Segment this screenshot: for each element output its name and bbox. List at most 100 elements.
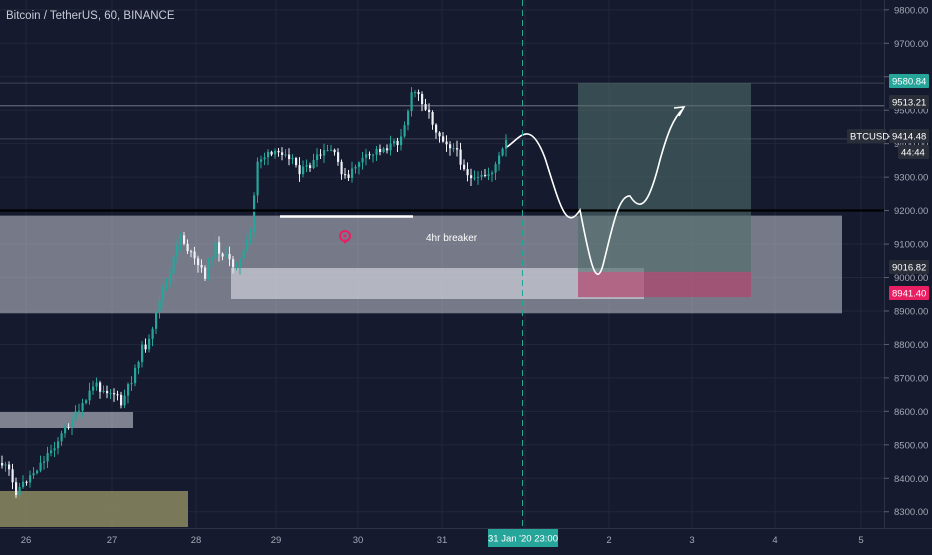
time-tick-label: 4 bbox=[772, 535, 777, 546]
candle-body bbox=[95, 382, 98, 387]
candle-body bbox=[85, 400, 88, 403]
candle-body bbox=[323, 150, 326, 156]
price-tag-top[interactable] bbox=[889, 74, 929, 88]
candle-body bbox=[438, 132, 441, 137]
candle-body bbox=[74, 411, 77, 421]
projection-path[interactable] bbox=[506, 108, 684, 276]
candle-body bbox=[365, 154, 368, 158]
candle-body bbox=[218, 242, 221, 254]
price-tag-stop-label: 8941.40 bbox=[892, 289, 926, 300]
candle-body bbox=[270, 151, 273, 155]
price-tick-label: 8600.00 bbox=[894, 407, 928, 418]
candle-body bbox=[361, 157, 364, 163]
demand-zone-low[interactable] bbox=[0, 412, 133, 428]
candle-body bbox=[424, 104, 427, 110]
candle-body bbox=[214, 242, 217, 259]
candle-body bbox=[109, 393, 112, 395]
candle-body bbox=[403, 125, 406, 137]
price-tick-label: 9700.00 bbox=[894, 39, 928, 50]
candle-body bbox=[267, 151, 270, 158]
candle-body bbox=[421, 94, 424, 105]
candle-body bbox=[456, 148, 459, 150]
candle-body bbox=[144, 344, 147, 350]
price-tag-symbol[interactable] bbox=[847, 129, 886, 143]
candle-body bbox=[354, 166, 357, 169]
candle-body bbox=[480, 174, 483, 177]
price-tag-last-label: 9414.48 bbox=[892, 132, 926, 143]
candle-body bbox=[330, 149, 333, 151]
candle-body bbox=[368, 154, 371, 156]
candle-body bbox=[498, 155, 501, 165]
candle-body bbox=[319, 154, 322, 156]
candle-body bbox=[64, 427, 67, 434]
order-block-zone[interactable] bbox=[231, 268, 644, 299]
time-axis[interactable]: 26 27 28 29 30 31 2 3 4 5 31 Jan '20 23:00 bbox=[0, 528, 932, 550]
chart-title: Bitcoin / TetherUS, 60, BINANCE bbox=[6, 10, 175, 22]
candle-body bbox=[284, 154, 287, 156]
candle-body bbox=[197, 258, 200, 266]
candle-body bbox=[211, 258, 214, 261]
price-tag-mid[interactable] bbox=[889, 260, 929, 274]
price-tick-label: 8700.00 bbox=[894, 373, 928, 384]
arrow-head-icon bbox=[673, 106, 686, 117]
candle-body bbox=[99, 382, 102, 392]
candle-body bbox=[316, 154, 319, 161]
time-tick-label: 30 bbox=[353, 535, 364, 546]
price-tick-label: 9300.00 bbox=[894, 173, 928, 184]
candle-body bbox=[123, 395, 126, 406]
candle-body bbox=[172, 256, 175, 275]
candle-body bbox=[396, 140, 399, 146]
candle-body bbox=[400, 136, 403, 146]
candle-body bbox=[463, 164, 466, 170]
time-tick-label: 28 bbox=[191, 535, 202, 546]
price-tick-label: 8400.00 bbox=[894, 474, 928, 485]
candle-body bbox=[386, 148, 389, 151]
candle-body bbox=[239, 258, 242, 267]
candle-body bbox=[8, 464, 11, 470]
candle-body bbox=[39, 462, 42, 471]
demand-zone-bottom[interactable] bbox=[0, 491, 188, 527]
candle-body bbox=[32, 473, 35, 476]
candle-body bbox=[256, 161, 259, 196]
price-tick-label: 9500.00 bbox=[894, 106, 928, 117]
crosshair-time-tag[interactable] bbox=[488, 529, 558, 547]
candle-body bbox=[22, 481, 25, 488]
price-tag-last[interactable] bbox=[889, 129, 929, 143]
candle-body bbox=[4, 464, 7, 466]
candle-body bbox=[71, 420, 74, 428]
candle-body bbox=[470, 175, 473, 179]
stop-zone[interactable] bbox=[578, 271, 751, 298]
price-tick-label: 9400.00 bbox=[894, 139, 928, 150]
candle-body bbox=[309, 165, 312, 169]
candle-body bbox=[242, 250, 245, 259]
candle-body bbox=[11, 469, 14, 483]
price-tag-stop[interactable] bbox=[889, 286, 929, 300]
target-zone[interactable] bbox=[578, 83, 751, 272]
candle-body bbox=[232, 259, 235, 268]
breaker-label: 4hr breaker bbox=[426, 233, 478, 244]
candle-body bbox=[260, 159, 263, 162]
price-tick-label: 8800.00 bbox=[894, 340, 928, 351]
candle-body bbox=[431, 112, 434, 125]
candle-body bbox=[137, 362, 140, 368]
candle-body bbox=[155, 311, 158, 329]
candle-body bbox=[417, 92, 420, 95]
time-axis-background bbox=[0, 528, 932, 550]
candle-body bbox=[312, 160, 315, 169]
price-tag-symbol-label: BTCUSDT bbox=[850, 132, 895, 143]
candle-body bbox=[487, 174, 490, 176]
candle-body bbox=[246, 239, 249, 251]
price-tag-hline[interactable] bbox=[889, 95, 929, 109]
candle-body bbox=[358, 162, 361, 167]
candle-body bbox=[277, 150, 280, 153]
candle-body bbox=[193, 251, 196, 259]
price-tag-countdown[interactable] bbox=[898, 145, 929, 159]
candle-body bbox=[183, 235, 186, 244]
candle-body bbox=[466, 169, 469, 176]
price-axis[interactable]: 9800.009700.009600.009500.009400.009300.… bbox=[847, 0, 932, 550]
candle-body bbox=[344, 174, 347, 176]
candle-body bbox=[333, 149, 336, 153]
price-tag-top-label: 9580.84 bbox=[892, 77, 926, 88]
